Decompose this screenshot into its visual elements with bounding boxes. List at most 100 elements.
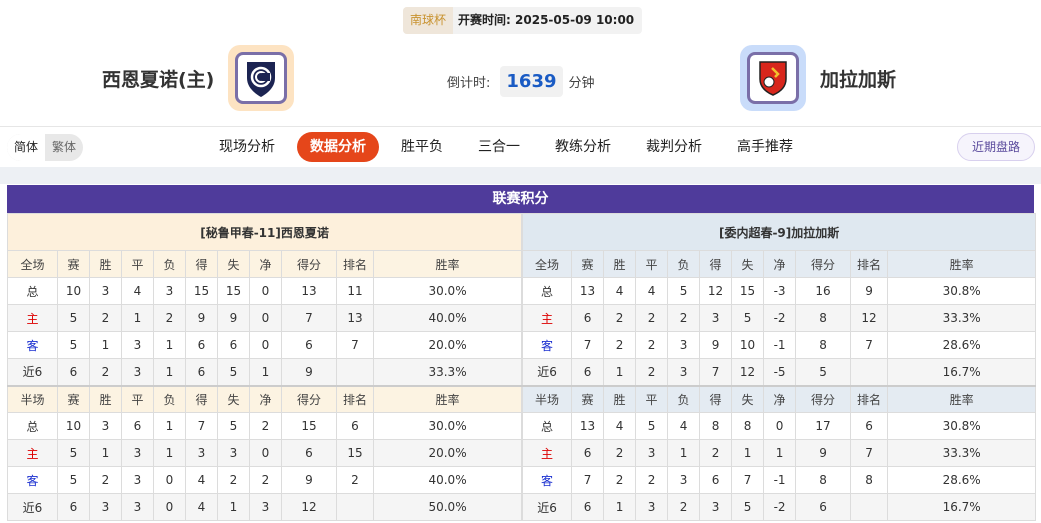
column-header: 胜: [603, 250, 637, 278]
table-cell: 3: [121, 358, 154, 386]
column-header: 失: [731, 250, 765, 278]
nav-bar: 简体 繁体 现场分析 数据分析 胜平负 三合一 教练分析 裁判分析 高手推荐 近…: [0, 126, 1041, 167]
table-cell: 4: [603, 277, 637, 305]
table-cell: 1: [217, 493, 250, 521]
column-header: 赛: [571, 384, 605, 413]
half-header-row: 半场赛胜平负得失净得分 排名 胜率: [522, 384, 1037, 413]
league-name[interactable]: 南球杯: [403, 7, 454, 34]
column-header: 胜: [89, 384, 122, 413]
table-cell: 3: [699, 493, 733, 521]
table-cell: -1: [763, 331, 797, 359]
table-cell: 7: [185, 412, 218, 440]
recent-odds-button[interactable]: 近期盘路: [956, 133, 1035, 161]
table-cell: 6: [795, 493, 852, 521]
table-cell: [850, 493, 889, 521]
table-cell: 2: [635, 331, 669, 359]
tab-three-in-one[interactable]: 三合一: [478, 139, 520, 155]
table-cell: 28.6%: [887, 331, 1037, 359]
table-cell: 6: [281, 331, 337, 359]
table-cell: 6: [336, 412, 374, 440]
table-cell: 2: [635, 358, 669, 386]
table-row: 客 5 1 3 1 6 6 0 6 7 20.0%: [7, 331, 523, 359]
table-cell: 13: [571, 277, 605, 305]
countdown: 倒计时: 1639 分钟: [447, 66, 595, 97]
column-header: 失: [217, 250, 250, 278]
table-cell: 6: [571, 304, 605, 332]
table-cell: [336, 493, 374, 521]
column-header: 净: [249, 250, 282, 278]
table-cell: 5: [667, 277, 701, 305]
table-cell: 6: [281, 439, 337, 467]
column-header: 平: [121, 384, 154, 413]
lang-traditional[interactable]: 繁体: [52, 140, 77, 154]
table-cell: 4: [603, 412, 637, 440]
table-row: 总 13 4 5 4 8 8 0 17 6 30.8%: [522, 412, 1037, 440]
table-row: 总 13 4 4 5 12 15 -3 16 9 30.8%: [522, 277, 1037, 305]
column-header: 失: [217, 384, 250, 413]
row-label: 主: [7, 439, 58, 467]
table-cell: 6: [217, 331, 250, 359]
table-cell: 2: [89, 358, 122, 386]
full-header-row: 全场赛胜平负得失净得分 排名 胜率: [522, 250, 1037, 278]
table-cell: 16.7%: [887, 493, 1037, 521]
away-team-name[interactable]: 加拉加斯: [820, 68, 897, 91]
table-cell: [850, 358, 889, 386]
table-cell: 1: [603, 493, 637, 521]
table-cell: 1: [731, 439, 765, 467]
table-cell: 1: [153, 358, 186, 386]
table-cell: 7: [571, 331, 605, 359]
tab-live-analysis[interactable]: 现场分析: [219, 139, 275, 155]
table-cell: 1: [763, 439, 797, 467]
home-team-name[interactable]: 西恩夏诺(主): [102, 68, 215, 91]
table-cell: 30.0%: [372, 412, 523, 440]
shield-logo-icon: [247, 62, 276, 97]
column-header: 排名: [336, 250, 374, 278]
column-header: 赛: [57, 250, 90, 278]
tab-referee-analysis[interactable]: 裁判分析: [646, 139, 702, 155]
table-caption[interactable]: [委内超春-9]加拉加斯: [522, 213, 1037, 251]
table-cell: 10: [57, 277, 90, 305]
table-cell: 5: [57, 331, 90, 359]
table-cell: 7: [281, 304, 337, 332]
table-cell: 12: [731, 358, 765, 386]
language-toggle: 简体 繁体: [7, 134, 84, 161]
tab-data-analysis[interactable]: 数据分析: [297, 132, 379, 162]
table-row: 近6 6 3 3 0 4 1 3 12 50.0%: [7, 493, 523, 521]
table-cell: -2: [763, 304, 797, 332]
table-cell: 5: [731, 493, 765, 521]
column-header: 失: [731, 384, 765, 413]
column-header: 负: [667, 384, 701, 413]
table-cell: 11: [336, 277, 374, 305]
table-caption[interactable]: [秘鲁甲春-11]西恩夏诺: [6, 213, 523, 251]
table-cell: 3: [185, 439, 218, 467]
table-cell: 4: [121, 277, 154, 305]
table-cell: 6: [571, 493, 605, 521]
table-cell: 5: [795, 358, 852, 386]
table-row: 总 10 3 4 3 15 15 0 13 11 30.0%: [7, 277, 523, 305]
table-cell: 8: [795, 331, 852, 359]
tab-coach-analysis[interactable]: 教练分析: [555, 139, 611, 155]
table-cell: 2: [603, 439, 637, 467]
table-cell: 5: [635, 412, 669, 440]
column-header: 得分: [795, 250, 852, 278]
table-cell: 2: [635, 304, 669, 332]
table-cell: 10: [57, 412, 90, 440]
table-row: 客 7 2 2 3 9 10 -1 8 7 28.6%: [522, 331, 1037, 359]
table-cell: 9: [850, 277, 889, 305]
column-header: 排名: [850, 384, 889, 413]
table-cell: 1: [153, 331, 186, 359]
table-cell: 30.0%: [372, 277, 523, 305]
table-cell: 7: [571, 466, 605, 494]
table-cell: 30.8%: [887, 277, 1037, 305]
countdown-value: 1639: [500, 66, 563, 97]
table-cell: 3: [89, 277, 122, 305]
away-team-logo[interactable]: [740, 45, 806, 111]
table-cell: 30.8%: [887, 412, 1037, 440]
column-header: 胜: [89, 250, 122, 278]
tab-expert-picks[interactable]: 高手推荐: [737, 139, 793, 155]
lang-simplified[interactable]: 简体: [7, 134, 46, 161]
home-team-logo[interactable]: [228, 45, 295, 111]
tab-1x2[interactable]: 胜平负: [401, 139, 443, 155]
table-cell: 5: [217, 358, 250, 386]
kickoff-time: 2025-05-09 10:00: [515, 13, 635, 27]
